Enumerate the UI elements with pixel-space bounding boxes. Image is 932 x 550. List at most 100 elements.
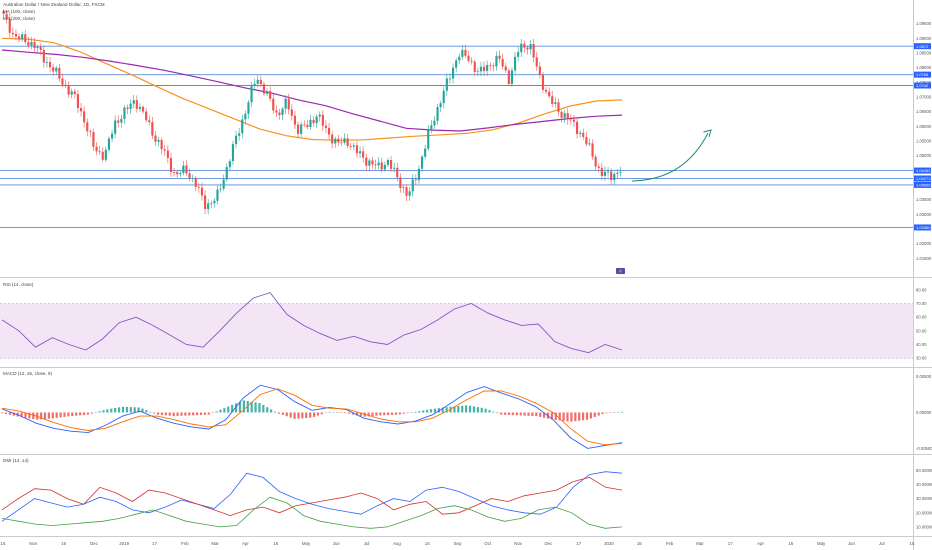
candle-body [427,130,430,149]
macd-histogram-bar [125,406,128,413]
candle-body [203,195,207,210]
macd-histogram-bar [301,412,304,419]
macd-histogram-bar [137,407,140,413]
projection-arrow[interactable] [631,132,709,182]
macd-histogram-bar [566,412,569,422]
macd-histogram-bar [562,412,565,421]
macd-histogram-bar [589,412,593,419]
candle-body [14,34,18,37]
candle-body [523,43,526,48]
candle-body [389,160,393,169]
ma100-legend[interactable]: MA (100, close) [3,9,35,14]
candle-body [455,60,458,68]
macd-histogram-bar [539,412,542,417]
candle-body [5,13,8,19]
macd-histogram-bar [176,412,179,416]
symbol-title[interactable]: Australian Dollar / New Zealand Dollar, … [3,2,105,7]
time-tick-label: 17 [728,541,733,546]
macd-histogram-bar [168,412,171,416]
macd-histogram-bar [550,412,554,420]
candle-body [600,168,603,176]
candle-body [513,56,517,71]
candle-body [554,102,557,104]
candle-body [315,116,318,124]
candle-body [383,164,386,170]
candle-body [538,66,541,75]
price-axes: 1.09500 1.09000 1.08500 1.08000 1.07500 1.070… [914,21,932,529]
macd-histogram-bar [289,412,292,418]
candle-body [58,67,61,79]
candle-body [544,89,548,92]
macd-histogram-bar [570,412,573,422]
macd-histogram-bar [593,412,596,417]
ma200-line [1,49,623,132]
candle-body [36,46,39,49]
candle-body [386,160,390,165]
price-tick-label: 1.03000 [916,212,932,217]
time-tick-label: 16 [273,541,278,546]
candle-body [362,151,365,158]
price-tick-label: 1.06500 [916,109,932,114]
macd-histogram-bar [609,412,612,413]
price-level-tag [914,43,931,50]
time-tick-label: May [817,541,826,546]
candle-body [603,171,607,176]
candle-body [461,49,464,57]
rsi-tick-label: 80.00 [916,287,927,292]
macd-histogram-bar [188,412,191,416]
candle-body [619,171,622,173]
candle-body [588,143,591,145]
candle-body [48,61,52,68]
macd-line [1,384,623,449]
macd-histogram-bar [227,406,230,413]
price-tick-label: 1.07500 [916,80,932,85]
rsi-tick-label: 70.00 [916,301,927,306]
macd-histogram-bar [129,407,132,413]
candle-body [120,118,123,123]
macd-histogram-bar [277,412,281,414]
candle-body [613,173,616,181]
macd-histogram-bar [492,411,495,413]
candle-body [278,112,281,115]
macd-histogram-bar [262,404,265,413]
ma100-line [1,37,623,141]
dmi-tick-label: 50.00000 [916,468,932,473]
macd-histogram-bar [476,407,479,413]
macd-histogram-bar [387,412,390,416]
candle-body [172,172,176,173]
macd-histogram-bar [51,412,54,419]
candle-body [30,41,33,46]
candle-body [151,122,154,136]
candle-body [526,47,529,50]
macd-histogram-bar [94,412,97,413]
macd-histogram-bar [297,412,300,419]
candle-body [436,107,439,121]
macd-histogram-bar [558,412,561,421]
time-tick-label: Nov [514,541,523,546]
candle-body [358,151,362,154]
rsi-tick-label: 50.00 [916,328,927,333]
arrow-head-icon [703,129,712,138]
macd-histogram-bar [266,407,269,413]
candle-body [225,167,228,180]
macd-histogram-bar [223,408,226,413]
macd-histogram-bar [582,412,585,421]
time-tick-label: 16 [425,541,430,546]
macd-histogram-bar [414,411,417,413]
rsi-legend[interactable]: RSI (14, close) [3,282,34,287]
macd-histogram-bar [55,412,58,418]
macd-histogram-bar [340,412,343,413]
candle-body [318,114,321,117]
ma200-legend[interactable]: MA (200, close) [3,16,35,21]
candle-body [424,148,427,157]
macd-legend[interactable]: MACD (12, 26, close, 9) [3,371,53,376]
macd-histogram-bar [28,412,31,419]
candle-body [101,151,104,160]
macd-histogram-bar [324,412,327,413]
rsi-tick-label: 30.00 [916,356,927,361]
macd-histogram-bar [110,408,113,413]
dmi-legend[interactable]: DMI (14, 14) [3,458,29,463]
candle-body [76,94,80,109]
candle-body [157,139,160,142]
